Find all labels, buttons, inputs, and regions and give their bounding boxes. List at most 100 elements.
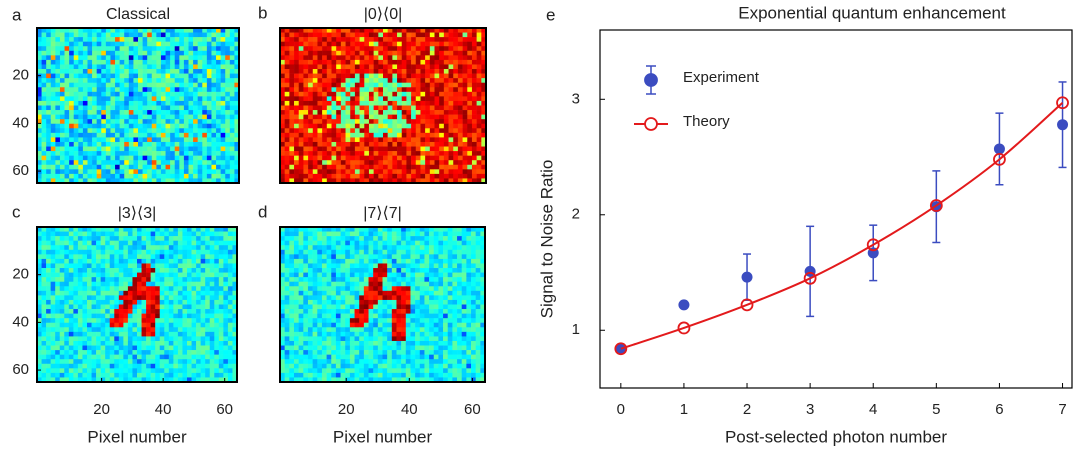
heatmap-cell [462, 164, 468, 170]
heatmap-cell [87, 286, 92, 292]
heatmap-cell [105, 178, 111, 184]
heatmap-cell [439, 146, 445, 152]
heatmap-cell [197, 41, 203, 47]
heatmap-cell [87, 28, 93, 33]
heatmap-cell [205, 240, 211, 246]
heatmap-cell [64, 32, 70, 38]
heatmap-cell [64, 309, 70, 314]
heatmap-cell [373, 178, 379, 184]
heatmap-cell [73, 313, 79, 319]
heatmap-cell [481, 69, 487, 74]
heatmap-cell [69, 59, 75, 65]
heatmap-cell [110, 46, 116, 52]
heatmap-cell [336, 87, 342, 93]
heatmap-cell [227, 345, 233, 351]
heatmap-cell [151, 119, 157, 125]
heatmap-cell [467, 160, 473, 166]
heatmap-cell [197, 55, 203, 61]
heatmap-cell [322, 55, 328, 61]
heatmap-cell [73, 96, 79, 102]
heatmap-cell [182, 236, 188, 241]
heatmap-cell [424, 245, 430, 251]
heatmap-cell [105, 327, 111, 333]
heatmap-cell [160, 100, 166, 106]
heatmap-cell [168, 322, 174, 328]
heatmap-cell [396, 258, 402, 264]
heatmap-cell [73, 132, 79, 138]
heatmap-cell [64, 295, 70, 301]
heatmap-cell [200, 245, 206, 251]
heatmap-cell [87, 82, 93, 88]
heatmap-cell [471, 169, 477, 175]
heatmap-cell [46, 318, 51, 324]
heatmap-cell [187, 299, 192, 305]
heatmap-cell [331, 91, 337, 97]
heatmap-cell [59, 322, 65, 328]
heatmap-cell [182, 245, 188, 251]
heatmap-cell [73, 128, 79, 134]
heatmap-cell [73, 249, 79, 255]
heatmap-cell [391, 272, 397, 278]
heatmap-cell [308, 32, 314, 38]
heatmap-cell [115, 46, 120, 52]
heatmap-cell [41, 263, 47, 269]
heatmap-cell [101, 141, 107, 147]
heatmap-cell [196, 258, 201, 264]
heatmap-cell [467, 59, 473, 65]
heatmap-cell [177, 340, 183, 346]
heatmap-cell [475, 231, 481, 237]
heatmap-cell [59, 96, 65, 102]
heatmap-cell [50, 327, 56, 333]
heatmap-cell [77, 249, 83, 255]
heatmap-cell [303, 73, 309, 79]
heatmap-cell [50, 128, 56, 134]
heatmap-cell [115, 155, 120, 161]
heatmap-cell [317, 236, 323, 241]
heatmap-cell [41, 146, 47, 152]
heatmap-cell [415, 100, 421, 106]
heatmap-cell [317, 91, 323, 97]
heatmap-cell [50, 340, 56, 346]
heatmap-cell [191, 345, 197, 351]
heatmap-cell [223, 281, 229, 287]
heatmap-cell [298, 110, 304, 115]
heatmap-cell [182, 295, 188, 301]
heatmap-cell [91, 350, 97, 355]
heatmap-cell [387, 41, 393, 47]
heatmap-cell [232, 350, 238, 355]
heatmap-cell [114, 313, 120, 319]
heatmap-cell [284, 155, 290, 161]
heatmap-cell [354, 82, 360, 88]
heatmap-cell [209, 277, 215, 283]
heatmap-cell [118, 281, 124, 287]
heatmap-cell [46, 359, 51, 365]
heatmap-cell [443, 272, 449, 278]
heatmap-cell [197, 137, 203, 143]
heatmap-cell [124, 82, 130, 88]
heatmap-cell [401, 119, 407, 125]
heatmap-cell [373, 50, 379, 56]
heatmap-cell [312, 155, 318, 161]
heatmap-cell [164, 363, 170, 369]
heatmap-cell [96, 313, 101, 319]
heatmap-cell [41, 258, 47, 264]
heatmap-cell [159, 327, 165, 333]
heatmap-cell [415, 73, 421, 79]
heatmap-cell [476, 114, 482, 120]
heatmap-cell [146, 336, 151, 342]
heatmap-cell [124, 160, 130, 166]
heatmap-cell [345, 128, 351, 134]
heatmap-cell [100, 240, 106, 246]
heatmap-cell [439, 169, 445, 175]
heatmap-cell [168, 368, 174, 374]
heatmap-cell [82, 105, 88, 111]
heatmap-cell [142, 128, 148, 134]
heatmap-cell [179, 100, 185, 106]
heatmap-cell [159, 249, 165, 255]
heatmap-cell [100, 249, 106, 255]
heatmap-cell [317, 160, 323, 166]
heatmap-cell [284, 169, 290, 175]
heatmap-cell [211, 173, 217, 179]
heatmap-cell [425, 32, 431, 38]
heatmap-cell [429, 137, 435, 143]
